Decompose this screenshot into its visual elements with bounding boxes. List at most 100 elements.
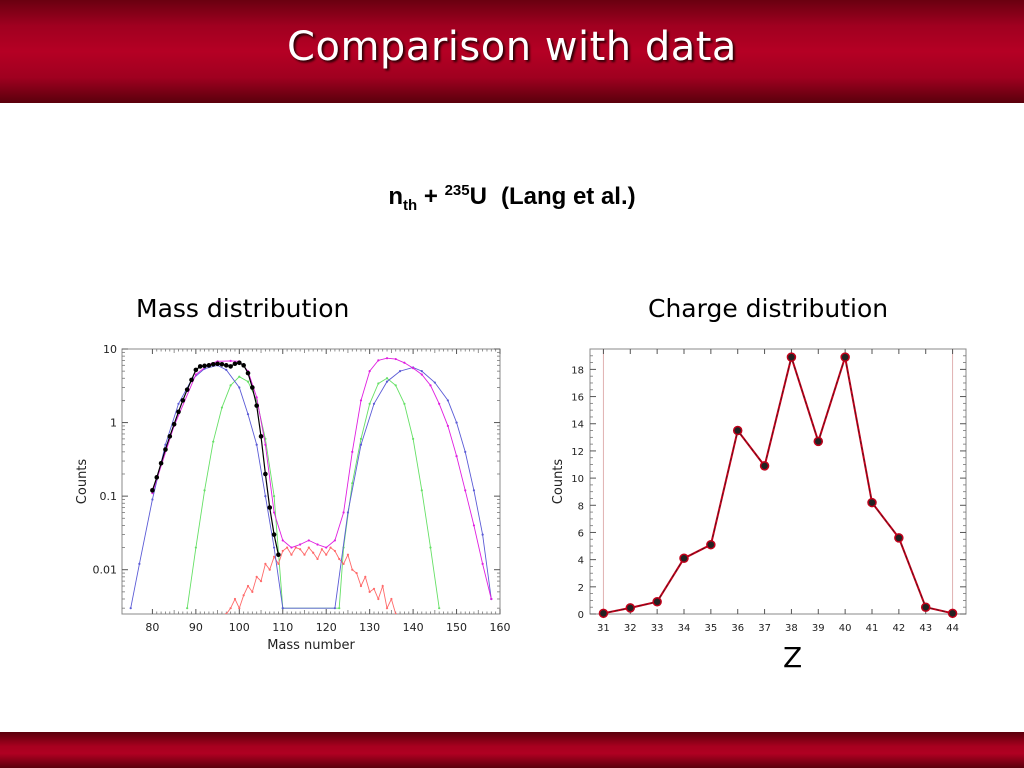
mass-y-tick-label: 1 bbox=[110, 417, 117, 430]
charge-y-tick-label: 12 bbox=[571, 447, 584, 458]
mass-series-black-point bbox=[245, 370, 251, 376]
mass-series-red-point bbox=[364, 575, 367, 578]
mass-series-red-point bbox=[246, 584, 250, 588]
mass-series-red-point bbox=[281, 549, 284, 553]
mass-series-red-point bbox=[333, 549, 336, 553]
charge-x-tick-label: 39 bbox=[812, 623, 825, 634]
charge-x-tick-label: 32 bbox=[624, 623, 637, 634]
mass-series-blue-point bbox=[481, 533, 484, 536]
mass-series-blue-point bbox=[238, 386, 241, 389]
mass-series-black-point bbox=[167, 434, 173, 439]
mass-series-red-point bbox=[303, 553, 306, 556]
mass-series-red-point bbox=[272, 555, 276, 558]
mass-series-black-point bbox=[163, 447, 168, 452]
mass-series-blue-point bbox=[433, 381, 436, 384]
mass-series-red-point bbox=[320, 548, 323, 551]
charge-series-point bbox=[598, 608, 609, 619]
mass-series-red-point bbox=[346, 553, 350, 556]
mass-series-blue-point bbox=[177, 402, 180, 405]
mass-series-red-point bbox=[277, 562, 280, 565]
mass-series-black-point bbox=[189, 377, 194, 383]
mass-series-blue-point bbox=[129, 607, 132, 610]
title-bar bbox=[0, 0, 1024, 103]
mass-series-black-point bbox=[267, 505, 273, 510]
mass-series-red-point bbox=[255, 575, 258, 578]
mass-x-tick-label: 80 bbox=[145, 621, 159, 634]
mass-superscript: 235 bbox=[444, 182, 470, 199]
mass-series-blue-point bbox=[138, 562, 141, 565]
mass-series-red-point bbox=[338, 557, 341, 561]
mass-series-red-point bbox=[372, 587, 376, 590]
mass-series-black-point bbox=[215, 361, 220, 367]
mass-series-red-point bbox=[316, 557, 319, 561]
mass-x-tick-label: 100 bbox=[229, 621, 250, 634]
mass-series-blue-point bbox=[372, 402, 376, 405]
mass-series-black-point bbox=[210, 361, 216, 367]
charge-x-tick-label: 31 bbox=[597, 623, 610, 634]
mass-series-black-point bbox=[180, 398, 186, 403]
mass-series-red-point bbox=[355, 571, 358, 575]
charge-x-tick-label: 43 bbox=[919, 623, 932, 634]
mass-series-magenta-point bbox=[403, 361, 406, 364]
mass-series-red-point bbox=[342, 562, 345, 565]
charge-x-tick-label: 34 bbox=[678, 623, 691, 634]
mass-series-magenta-point bbox=[281, 539, 284, 542]
charge-y-tick-label: 16 bbox=[571, 393, 584, 404]
mass-series-magenta-point bbox=[438, 402, 441, 405]
charge-x-tick-label: 40 bbox=[839, 623, 852, 634]
mass-series-magenta-point bbox=[368, 370, 371, 373]
mass-series-magenta-point bbox=[446, 424, 449, 428]
charge-x-tick-label: 38 bbox=[785, 623, 798, 634]
charge-x-tick-label: 41 bbox=[866, 623, 879, 634]
mass-series-blue-point bbox=[255, 443, 258, 446]
mass-series-green-point bbox=[203, 489, 206, 492]
mass-series-blue-point bbox=[225, 368, 228, 371]
mass-series-blue-point bbox=[272, 546, 276, 549]
mass-series-black-point bbox=[202, 363, 207, 369]
charge-y-tick-label: 18 bbox=[571, 365, 584, 376]
charge-x-tick-label: 36 bbox=[731, 623, 744, 634]
mass-series-black-point bbox=[171, 421, 177, 427]
mass-series-blue-point bbox=[346, 511, 350, 514]
mass-series-black-point bbox=[176, 409, 181, 415]
mass-series-red-point bbox=[390, 597, 393, 601]
charge-y-tick-label: 14 bbox=[571, 420, 584, 431]
mass-series-black-point bbox=[241, 363, 246, 368]
charge-y-tick-label: 10 bbox=[571, 474, 584, 485]
mass-series-magenta-point bbox=[351, 450, 354, 453]
mass-series-green-point bbox=[429, 546, 432, 549]
mass-series-black-point bbox=[193, 367, 199, 373]
mass-series-red-point bbox=[325, 553, 328, 556]
charge-series-dashed-line bbox=[603, 356, 953, 614]
footer-bar bbox=[0, 732, 1024, 768]
charge-series-line bbox=[603, 353, 953, 615]
mass-series-blue-point bbox=[420, 370, 423, 373]
mass-x-tick-label: 130 bbox=[359, 621, 380, 634]
mass-series-green-point bbox=[403, 402, 406, 405]
mass-series-red-point bbox=[307, 546, 310, 549]
charge-series-point bbox=[652, 597, 662, 607]
mass-series-blue-point bbox=[151, 498, 154, 501]
mass-series-red-point bbox=[238, 607, 241, 610]
mass-series-blue-point bbox=[164, 443, 167, 446]
mass-series-magenta-point bbox=[481, 562, 484, 565]
mass-series-red-point bbox=[268, 568, 271, 571]
charge-x-tick-label: 33 bbox=[651, 623, 664, 634]
mass-series-red-point bbox=[385, 607, 389, 610]
mass-x-tick-label: 140 bbox=[403, 621, 424, 634]
mass-series-green-point bbox=[194, 546, 197, 549]
mass-y-tick-label: 0.1 bbox=[100, 490, 118, 503]
mass-series-magenta-line bbox=[151, 357, 492, 600]
mass-series-blue-point bbox=[472, 489, 476, 492]
mass-series-red-point bbox=[329, 546, 332, 549]
mass-series-magenta-point bbox=[255, 396, 258, 399]
mass-x-tick-label: 90 bbox=[189, 621, 203, 634]
mass-series-magenta-point bbox=[290, 546, 293, 549]
mass-series-magenta-point bbox=[359, 399, 363, 402]
mass-series-green-point bbox=[351, 482, 354, 485]
charge-series-point bbox=[679, 553, 689, 564]
mass-y-tick-label: 10 bbox=[103, 343, 117, 356]
mass-series-magenta-point bbox=[429, 384, 432, 387]
mass-series-green-point bbox=[272, 495, 276, 498]
